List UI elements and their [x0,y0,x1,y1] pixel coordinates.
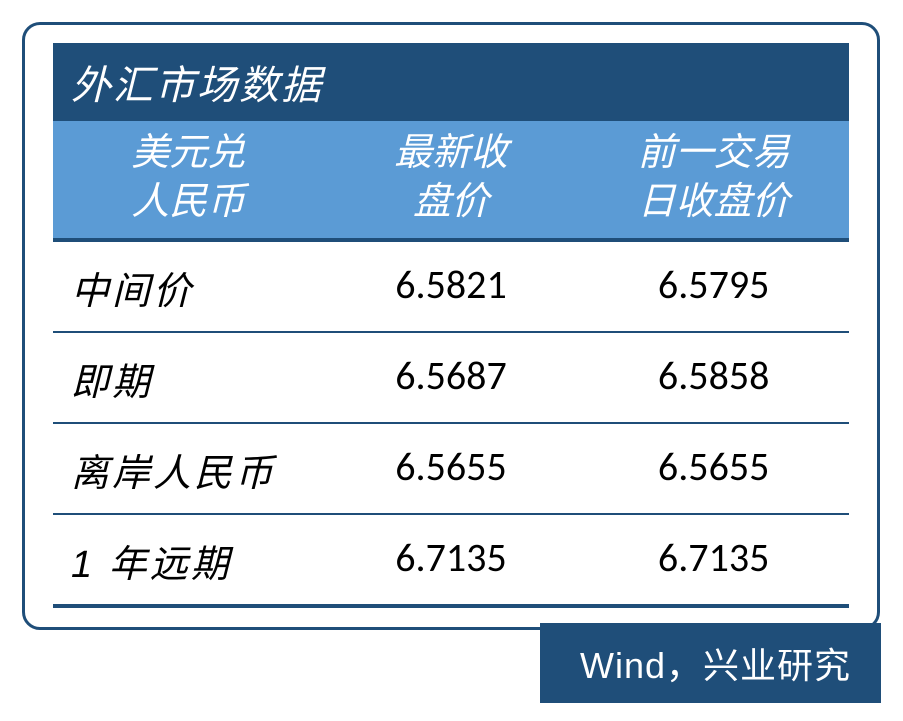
table-title: 外汇市场数据 [53,43,849,121]
table-row: 1 年远期 6.7135 6.7135 [53,515,849,608]
header-col-latest-line1: 最新收 [394,129,508,178]
table-row: 即期 6.5687 6.5858 [53,333,849,424]
table-header-row: 美元兑 人民币 最新收 盘价 前一交易 日收盘价 [53,121,849,242]
row-forward1y-prev: 6.7135 [578,515,849,604]
row-spot-prev: 6.5858 [578,333,849,422]
forex-table: 外汇市场数据 美元兑 人民币 最新收 盘价 前一交易 日收盘价 中间价 6.58… [53,43,849,608]
header-col-latest-line2: 盘价 [413,178,489,227]
table-frame: 外汇市场数据 美元兑 人民币 最新收 盘价 前一交易 日收盘价 中间价 6.58… [22,22,880,630]
row-label-forward1y: 1 年远期 [53,515,324,604]
header-col-pair-line2: 人民币 [131,178,245,227]
table-row: 中间价 6.5821 6.5795 [53,242,849,333]
row-label-offshore: 离岸人民币 [53,424,324,513]
row-spot-latest: 6.5687 [324,333,579,422]
row-label-spot: 即期 [53,333,324,422]
header-col-prev-line2: 日收盘价 [638,178,790,227]
row-offshore-latest: 6.5655 [324,424,579,513]
row-label-midrate: 中间价 [53,242,324,331]
table-row: 离岸人民币 6.5655 6.5655 [53,424,849,515]
header-col-prev-line1: 前一交易 [638,129,790,178]
header-col-pair: 美元兑 人民币 [53,121,324,238]
source-label: Wind，兴业研究 [540,623,881,703]
row-forward1y-latest: 6.7135 [324,515,579,604]
header-col-latest: 最新收 盘价 [324,121,579,238]
row-offshore-prev: 6.5655 [578,424,849,513]
row-midrate-latest: 6.5821 [324,242,579,331]
row-midrate-prev: 6.5795 [578,242,849,331]
header-col-prev: 前一交易 日收盘价 [578,121,849,238]
header-col-pair-line1: 美元兑 [131,129,245,178]
